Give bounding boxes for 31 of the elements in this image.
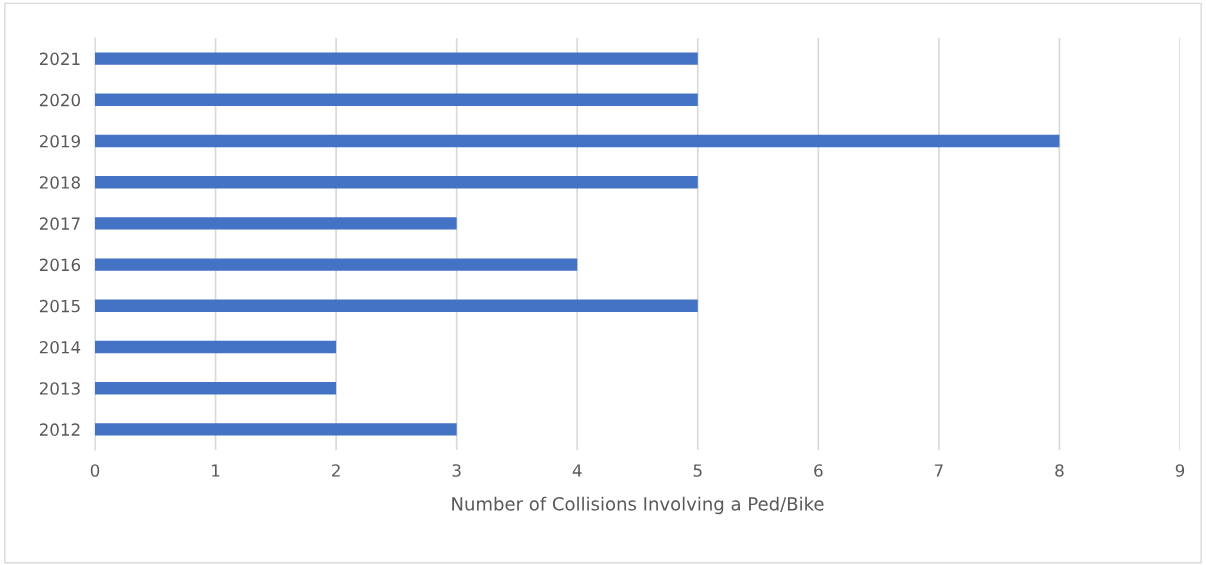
y-tick-label: 2021 (39, 52, 80, 66)
y-tick-label: 2020 (39, 93, 80, 107)
y-tick-label: 2012 (39, 423, 80, 436)
x-axis-title: Number of Collisions Involving a Ped/Bike (452, 496, 824, 515)
bar (95, 382, 337, 395)
y-tick-label: 2015 (39, 299, 80, 313)
y-tick-label: 2018 (39, 176, 80, 189)
bar (95, 299, 698, 312)
bar (95, 176, 698, 189)
bar (95, 423, 457, 436)
bar (95, 258, 578, 271)
y-tick-label: 2019 (39, 134, 80, 148)
x-tick-label: 4 (572, 464, 582, 477)
bar (95, 340, 337, 354)
bar (95, 217, 457, 230)
y-tick-label: 2014 (39, 340, 81, 354)
bar (95, 52, 698, 65)
bar (95, 93, 698, 106)
y-tick-label: 2016 (39, 258, 81, 272)
x-tick-label: 3 (452, 464, 461, 477)
y-tick-label: 2013 (39, 382, 80, 395)
x-tick-label: 1 (212, 464, 220, 477)
x-tick-label: 9 (1175, 464, 1185, 477)
x-tick-label: 5 (693, 464, 702, 477)
bar (95, 134, 1060, 148)
x-tick-label: 0 (90, 464, 100, 477)
x-tick-label: 8 (1055, 464, 1064, 477)
x-tick-label: 6 (814, 464, 823, 477)
x-tick-label: 7 (934, 464, 943, 477)
x-tick-label: 2 (332, 464, 340, 477)
y-tick-label: 2017 (39, 217, 80, 230)
